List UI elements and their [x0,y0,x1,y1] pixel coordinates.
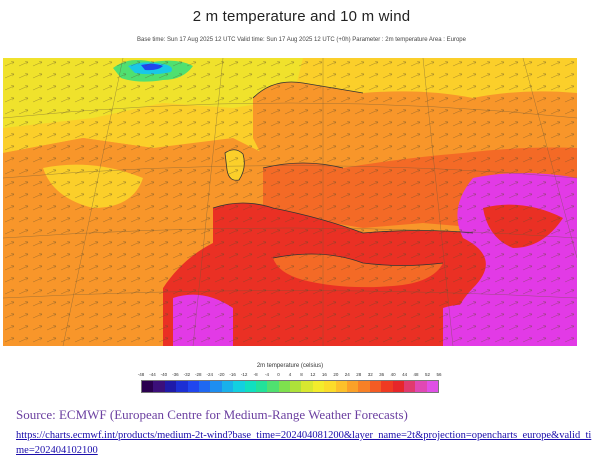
colorbar-tick-label: 12 [310,372,316,377]
colorbar-segment [312,381,325,392]
colorbar-tick-label: -40 [160,372,168,377]
colorbar-segment [221,381,234,392]
colorbar [141,380,439,393]
colorbar-tick-label: 24 [344,372,350,377]
colorbar-segment [392,381,404,392]
wind-arrows [3,58,577,346]
colorbar-segment [176,381,188,392]
colorbar-tick-label: -8 [253,372,258,377]
colorbar-segment [335,381,348,392]
colorbar-tick-label: 0 [277,372,280,377]
colorbar-tick-label: 40 [390,372,396,377]
colorbar-tick-label: -36 [172,372,179,377]
colorbar-segment [301,381,313,392]
colorbar-segment [244,381,256,392]
colorbar-segment [267,381,279,392]
source-caption: Source: ECMWF (European Centre for Mediu… [16,407,408,422]
colorbar-segment [358,381,370,392]
colorbar-tick-label: -24 [206,372,214,377]
colorbar-tick-label: 56 [436,372,442,377]
colorbar-tick-label: 4 [288,372,292,377]
colorbar-tick-label: 52 [425,372,431,377]
colorbar-tick-label: 28 [356,372,362,377]
colorbar-title: 2m temperature (celsius) [256,363,324,369]
colorbar-segment [164,381,177,392]
colorbar-segment [255,381,268,392]
colorbar-segment [426,381,439,392]
colorbar-segment [278,381,291,392]
colorbar-tick-label: -16 [229,372,236,377]
colorbar-tick-label: -44 [149,372,156,377]
map-subtitle: Base time: Sun 17 Aug 2025 12 UTC Valid … [137,37,466,43]
colorbar-tick-label: -4 [265,372,270,377]
colorbar-tick-label: -20 [217,372,225,377]
colorbar-segment [415,381,427,392]
colorbar-tick-labels: -48 -44 -40 -36 -32 -28 -24 -20 -16 -12 -8 -4 0 4 8 12 1… [137,372,442,380]
temperature-wind-map [3,58,577,346]
colorbar-segment [290,381,302,392]
map-title: 2 m temperature and 10 m wind [192,8,411,25]
colorbar-segment [233,381,245,392]
colorbar-segment [381,381,393,392]
colorbar-segment [324,381,336,392]
colorbar-tick-label: 36 [379,372,385,377]
colorbar-tick-label: 20 [333,372,339,377]
colorbar-tick-label: -28 [195,372,202,377]
colorbar-tick-label: 44 [402,372,408,377]
colorbar-segment [403,381,416,392]
colorbar-segment [153,381,165,392]
colorbar-segment [347,381,359,392]
colorbar-segment [210,381,222,392]
colorbar-tick-label: -32 [183,372,191,377]
colorbar-tick-label: 8 [300,372,303,377]
colorbar-tick-label: 48 [413,372,419,377]
colorbar-segment [142,381,154,392]
colorbar-segment [369,381,382,392]
map-canvas [3,58,577,346]
source-link[interactable]: https://charts.ecmwf.int/products/medium… [16,430,592,456]
colorbar-tick-label: 16 [321,372,327,377]
colorbar-tick-label: 32 [367,372,373,377]
colorbar-segment [187,381,199,392]
colorbar-tick-label: -48 [137,372,145,377]
colorbar-segment [198,381,211,392]
colorbar-tick-label: -12 [240,372,248,377]
